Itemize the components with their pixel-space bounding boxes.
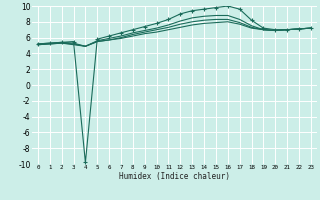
X-axis label: Humidex (Indice chaleur): Humidex (Indice chaleur) [119, 172, 230, 181]
